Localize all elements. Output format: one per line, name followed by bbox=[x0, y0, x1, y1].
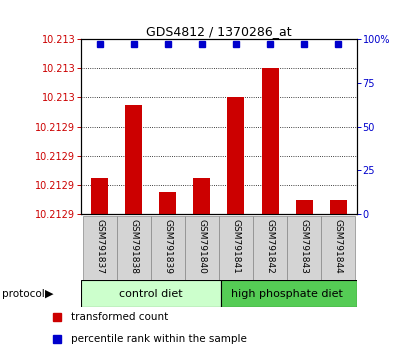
Title: GDS4812 / 1370286_at: GDS4812 / 1370286_at bbox=[146, 25, 292, 38]
Text: GSM791844: GSM791844 bbox=[334, 219, 343, 274]
Text: GSM791838: GSM791838 bbox=[129, 219, 138, 274]
Bar bbox=[159, 192, 176, 214]
Bar bbox=[330, 200, 347, 214]
Text: GSM791839: GSM791839 bbox=[164, 219, 172, 274]
Bar bbox=[125, 105, 142, 214]
Text: GSM791843: GSM791843 bbox=[300, 219, 309, 274]
Bar bbox=[185, 216, 219, 280]
Bar bbox=[117, 216, 151, 280]
Bar bbox=[321, 216, 355, 280]
Bar bbox=[221, 280, 357, 307]
Text: GSM791840: GSM791840 bbox=[198, 219, 206, 274]
Bar bbox=[295, 200, 312, 214]
Bar bbox=[287, 216, 321, 280]
Bar bbox=[91, 178, 108, 214]
Bar bbox=[253, 216, 287, 280]
Bar bbox=[219, 216, 253, 280]
Text: ▶: ▶ bbox=[45, 289, 53, 299]
Text: GSM791842: GSM791842 bbox=[266, 219, 274, 274]
Bar bbox=[193, 178, 210, 214]
Text: transformed count: transformed count bbox=[71, 312, 168, 322]
Bar bbox=[83, 216, 117, 280]
Text: protocol: protocol bbox=[2, 289, 45, 299]
Text: GSM791837: GSM791837 bbox=[95, 219, 104, 274]
Bar bbox=[227, 97, 244, 214]
Bar bbox=[81, 280, 221, 307]
Text: high phosphate diet: high phosphate diet bbox=[231, 289, 343, 299]
Text: control diet: control diet bbox=[119, 289, 183, 299]
Bar bbox=[261, 68, 278, 214]
Bar bbox=[151, 216, 185, 280]
Text: percentile rank within the sample: percentile rank within the sample bbox=[71, 334, 247, 344]
Text: GSM791841: GSM791841 bbox=[232, 219, 240, 274]
